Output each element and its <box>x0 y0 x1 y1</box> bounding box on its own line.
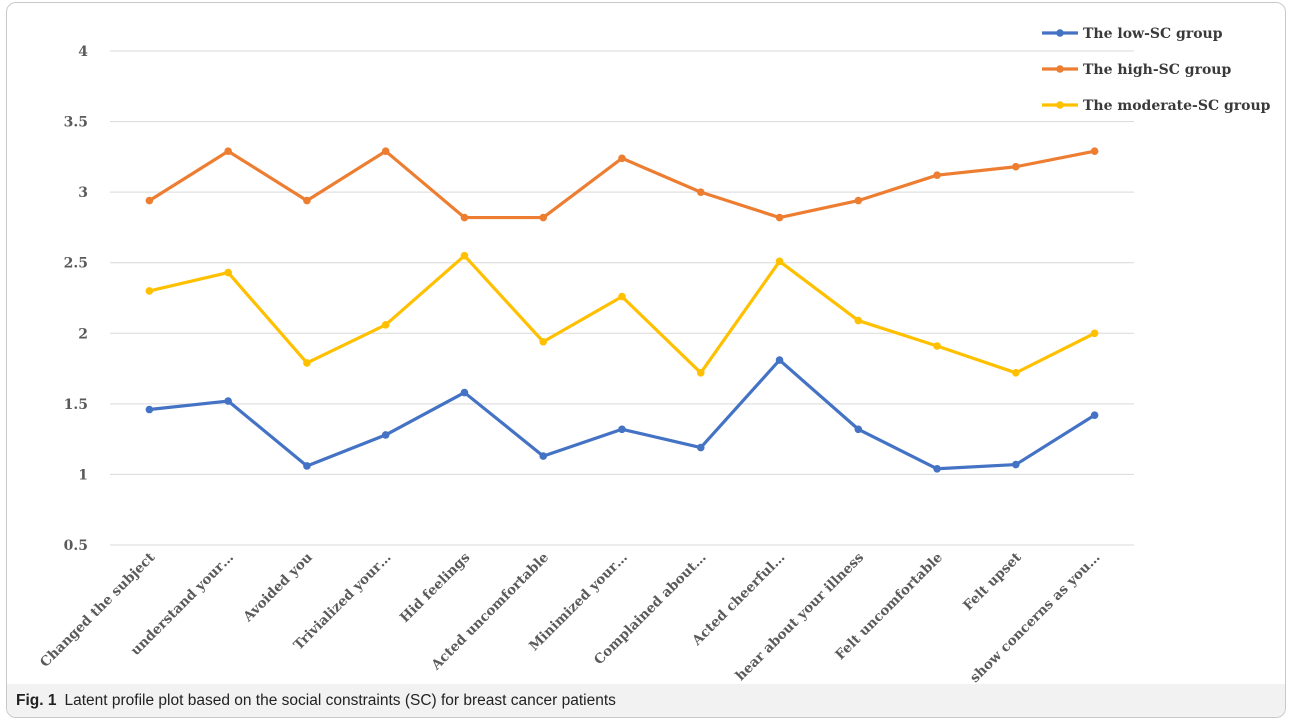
y-tick-label: 4 <box>78 44 88 60</box>
data-point <box>224 147 232 156</box>
data-point <box>224 397 232 405</box>
data-point <box>460 388 469 397</box>
y-tick-label: 2 <box>78 326 88 342</box>
data-point <box>224 268 232 277</box>
data-point <box>854 316 863 325</box>
data-point <box>460 213 469 222</box>
data-point <box>1090 329 1099 338</box>
data-point <box>933 342 941 350</box>
data-point <box>1090 411 1099 419</box>
data-point <box>618 292 626 301</box>
legend-marker <box>1056 29 1064 37</box>
data-point <box>775 356 784 364</box>
data-point <box>381 147 390 156</box>
y-tick-label: 0.5 <box>64 538 88 554</box>
data-point <box>696 443 705 452</box>
legend-label: The moderate-SC group <box>1083 98 1271 114</box>
gridlines <box>110 50 1134 546</box>
data-point <box>460 251 469 260</box>
caption-text: Latent profile plot based on the social … <box>64 692 616 709</box>
data-point <box>539 213 548 222</box>
series-group <box>145 147 1099 222</box>
y-tick-label: 3.5 <box>64 115 88 131</box>
data-point <box>381 321 390 329</box>
data-point <box>696 188 705 196</box>
data-point <box>145 287 154 295</box>
x-tick-label: show concerns as you… <box>967 550 1103 686</box>
y-axis: 0.5 1 1.5 2 2.5 3 3.5 4 <box>64 44 89 554</box>
data-point <box>303 462 311 470</box>
data-point <box>696 369 705 377</box>
data-point <box>145 196 154 205</box>
data-point <box>1090 147 1099 156</box>
data-point <box>618 425 626 434</box>
x-tick-label: Felt upset <box>960 549 1025 614</box>
data-point <box>539 337 548 346</box>
data-point <box>303 359 311 367</box>
legend-label: The high-SC group <box>1083 62 1231 78</box>
data-point <box>1012 162 1020 171</box>
y-tick-label: 1 <box>78 467 88 483</box>
data-point <box>618 154 626 163</box>
data-point <box>145 405 154 414</box>
data-point <box>1012 460 1020 469</box>
x-tick-label: Hid feelings <box>397 549 474 626</box>
data-point <box>854 425 863 434</box>
line-chart: 0.5 1 1.5 2 2.5 3 3.5 4 Changed the subjectunde… <box>37 26 1271 686</box>
data-point <box>1012 369 1020 377</box>
series-line <box>149 358 1096 471</box>
caption-background <box>7 684 1285 717</box>
y-tick-label: 1.5 <box>64 397 88 413</box>
data-point <box>303 196 311 205</box>
legend-marker <box>1056 101 1064 109</box>
data-point <box>933 171 941 180</box>
data-point <box>775 257 784 266</box>
series-group <box>145 356 1099 473</box>
series-group <box>145 251 1099 377</box>
figure-caption: Fig. 1 Latent profile plot based on the s… <box>16 692 616 710</box>
y-tick-label: 3 <box>78 185 88 201</box>
caption-label: Fig. 1 <box>16 692 57 709</box>
legend-label: The low-SC group <box>1083 26 1223 42</box>
y-tick-label: 2.5 <box>64 256 88 272</box>
data-point <box>775 213 784 222</box>
x-tick-label: Avoided you <box>240 549 316 625</box>
data-point <box>381 431 390 439</box>
legend-marker <box>1056 65 1064 73</box>
legend: The low-SC group The high-SC group The mod… <box>1042 26 1271 114</box>
data-point <box>933 464 941 473</box>
series-lines <box>145 147 1099 473</box>
data-point <box>854 196 863 205</box>
data-point <box>539 452 548 460</box>
x-tick-label: hear about your illness <box>733 549 868 684</box>
series-line <box>149 254 1096 375</box>
